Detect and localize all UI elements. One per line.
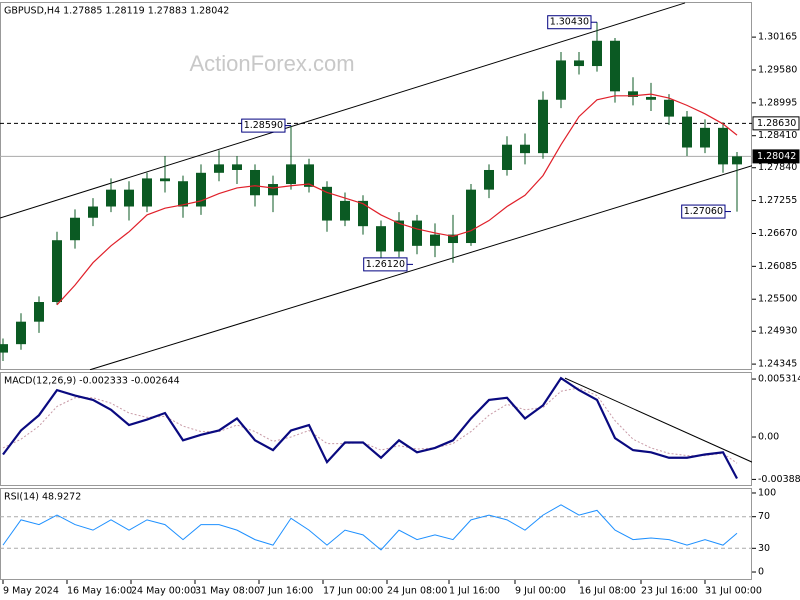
candle-body	[0, 344, 8, 353]
candle-body	[700, 127, 710, 148]
indicator-line	[2, 376, 738, 479]
y-tick-label: 1.29580	[758, 64, 797, 75]
moving-average	[56, 93, 738, 306]
candle-body	[196, 172, 206, 207]
candle-body	[732, 156, 742, 165]
y-tick-label: -0.003885	[758, 474, 800, 485]
candle-body	[268, 184, 278, 196]
annotation-label: 1.27060	[684, 206, 723, 217]
y-tick-label: 1.27255	[758, 195, 797, 206]
x-tick-label: 16 May 16:00	[67, 586, 132, 597]
indicator-line	[2, 504, 738, 551]
candle-body	[502, 144, 512, 170]
panel-title: GBPUSD,H4 1.27885 1.28119 1.27883 1.2804…	[4, 6, 229, 17]
price-label-box	[752, 116, 800, 131]
candle-body	[16, 321, 26, 345]
y-tick-label: 1.26670	[758, 228, 797, 239]
x-tick-label: 31 May 08:00	[195, 586, 260, 597]
x-tick-label: 1 Jul 16:00	[449, 586, 500, 597]
candle-body	[322, 186, 332, 221]
indicator-line	[2, 387, 738, 464]
candle-body	[286, 164, 296, 185]
price-label: 1.28042	[757, 151, 796, 162]
y-tick-label: 1.24345	[758, 359, 797, 370]
y-tick-label: 1.30165	[758, 32, 797, 43]
candle-body	[394, 220, 404, 252]
candle-body	[520, 144, 530, 154]
candle-body	[106, 189, 116, 207]
candle-body	[592, 40, 602, 67]
candle-body	[574, 60, 584, 67]
candle-body	[70, 217, 80, 241]
y-tick-label: 1.24930	[758, 326, 797, 337]
x-tick-label: 23 Jul 16:00	[641, 586, 698, 597]
candle-body	[52, 240, 62, 303]
plot-area	[0, 504, 752, 551]
x-tick-label: 16 Jul 08:00	[579, 586, 636, 597]
panel-title: RSI(14) 48.9272	[4, 492, 81, 503]
x-tick-label: 24 Jun 08:00	[387, 586, 447, 597]
candle-body	[88, 206, 98, 218]
y-tick-label: 1.25500	[758, 294, 797, 305]
candle-body	[538, 99, 548, 154]
annotation-label: 1.28590	[244, 120, 283, 131]
x-tick-label: 9 Jul 00:00	[515, 586, 566, 597]
candle-body	[412, 220, 422, 246]
candle-body	[448, 234, 458, 244]
plot-area	[2, 376, 752, 479]
trendline	[89, 165, 752, 370]
trendline	[564, 377, 752, 463]
panel-frame	[0, 2, 752, 370]
candle-body	[646, 96, 656, 100]
candle-body	[124, 189, 134, 207]
x-tick-label: 7 Jun 16:00	[259, 586, 313, 597]
y-tick-label: 1.26085	[758, 261, 797, 272]
candle-body	[628, 91, 638, 97]
x-tick-label: 24 May 00:00	[131, 586, 196, 597]
y-tick-label: 30	[758, 543, 770, 554]
x-tick-label: 17 Jun 00:00	[323, 586, 383, 597]
candle-body	[664, 99, 674, 117]
candle-body	[682, 116, 692, 148]
y-tick-label: 0.00	[758, 432, 779, 443]
candle-body	[466, 189, 476, 244]
price-label-box	[752, 149, 800, 164]
panel-title: MACD(12,26,9) -0.002333 -0.002644	[4, 376, 180, 387]
candle-body	[718, 127, 728, 165]
candle-body	[178, 181, 188, 207]
annotation-label: 1.30430	[550, 17, 589, 28]
x-tick-label: 9 May 2024	[3, 586, 59, 597]
annotation-label: 1.26120	[366, 259, 405, 270]
panel-frame	[0, 488, 752, 580]
y-tick-label: 1.27840	[758, 162, 797, 173]
candle-body	[160, 178, 170, 182]
candle-body	[232, 164, 242, 170]
watermark: ActionForex.com	[189, 51, 354, 76]
panel-frame	[0, 372, 752, 486]
candle-body	[358, 200, 368, 227]
plot-area	[0, 2, 752, 370]
candle-body	[430, 234, 440, 246]
y-tick-label: 1.28410	[758, 130, 797, 141]
candle-body	[484, 169, 494, 190]
candle-body	[34, 302, 44, 322]
y-tick-label: 0	[758, 567, 764, 578]
candle-body	[304, 164, 314, 187]
candle-body	[142, 178, 152, 207]
candle-body	[250, 169, 260, 196]
y-tick-label: 100	[758, 487, 776, 498]
x-tick-label: 31 Jul 00:00	[705, 586, 762, 597]
y-tick-label: 70	[758, 511, 770, 522]
candle-body	[610, 40, 620, 92]
y-tick-label: 0.005314	[758, 374, 800, 385]
candle-body	[556, 60, 566, 100]
candle-body	[376, 226, 386, 252]
price-label: 1.28630	[757, 118, 796, 129]
candle-body	[340, 200, 350, 221]
y-tick-label: 1.28995	[758, 97, 797, 108]
candle-body	[214, 164, 224, 173]
trendline	[0, 2, 686, 219]
